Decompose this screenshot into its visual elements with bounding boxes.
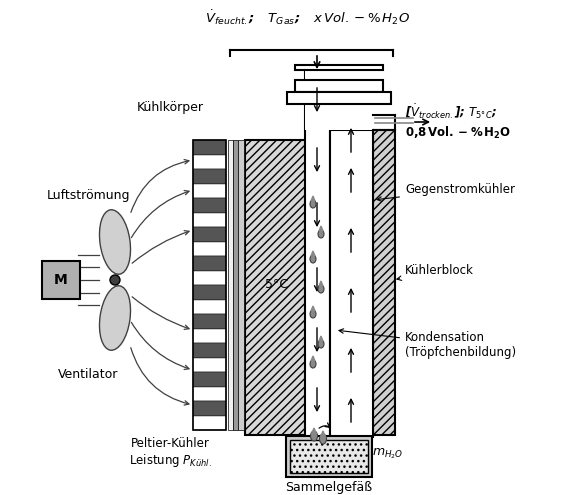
Polygon shape bbox=[319, 281, 323, 286]
Bar bbox=[193, 372, 226, 387]
Bar bbox=[286, 436, 372, 477]
Text: Kühlerblock: Kühlerblock bbox=[397, 263, 474, 280]
Bar bbox=[193, 154, 226, 169]
Text: 5°C: 5°C bbox=[266, 279, 289, 292]
Bar bbox=[193, 256, 226, 270]
Text: [$\dot{V}_{trocken.}$]; $T_{5°C}$;: [$\dot{V}_{trocken.}$]; $T_{5°C}$; bbox=[405, 103, 497, 121]
Bar bbox=[193, 357, 226, 372]
Polygon shape bbox=[311, 196, 315, 201]
Bar bbox=[193, 227, 226, 242]
Bar bbox=[193, 169, 226, 184]
Text: Peltier-Kühler
Leistung $P_{Kühl.}$: Peltier-Kühler Leistung $P_{Kühl.}$ bbox=[129, 437, 211, 469]
Polygon shape bbox=[311, 428, 317, 434]
Bar bbox=[373, 130, 395, 435]
Text: $m_{H_2O}$: $m_{H_2O}$ bbox=[372, 446, 404, 461]
Bar bbox=[193, 299, 226, 314]
Bar bbox=[295, 65, 383, 70]
Bar bbox=[193, 198, 226, 212]
Text: Sammelgefäß: Sammelgefäß bbox=[285, 482, 372, 495]
Bar bbox=[193, 140, 226, 154]
Ellipse shape bbox=[318, 230, 324, 238]
Polygon shape bbox=[311, 251, 315, 256]
Text: Gegenstromkühler: Gegenstromkühler bbox=[377, 184, 515, 201]
Bar bbox=[193, 242, 226, 256]
Bar bbox=[193, 329, 226, 343]
Polygon shape bbox=[321, 431, 325, 437]
Bar bbox=[233, 140, 238, 430]
Ellipse shape bbox=[100, 210, 130, 274]
Ellipse shape bbox=[310, 360, 316, 368]
Bar bbox=[193, 140, 226, 430]
Bar bbox=[193, 415, 226, 430]
Ellipse shape bbox=[310, 200, 316, 208]
Text: $\dot{V}_{feucht.}$;   $T_{Gas}$;   $x\,Vol.-\%\,H_2O$: $\dot{V}_{feucht.}$; $T_{Gas}$; $x\,Vol.… bbox=[205, 8, 409, 27]
Ellipse shape bbox=[310, 255, 316, 263]
Ellipse shape bbox=[318, 340, 324, 348]
Ellipse shape bbox=[310, 431, 317, 441]
Bar bbox=[193, 314, 226, 329]
Text: Ventilator: Ventilator bbox=[58, 368, 118, 382]
Polygon shape bbox=[311, 306, 315, 311]
Bar bbox=[193, 184, 226, 198]
Bar bbox=[290, 440, 368, 473]
Ellipse shape bbox=[318, 285, 324, 293]
Ellipse shape bbox=[310, 310, 316, 318]
Text: M: M bbox=[54, 273, 68, 287]
Bar bbox=[193, 212, 226, 227]
Bar bbox=[193, 285, 226, 299]
Bar bbox=[193, 270, 226, 285]
Text: Kühlkörper: Kühlkörper bbox=[136, 101, 204, 114]
Bar bbox=[287, 92, 391, 104]
Circle shape bbox=[110, 275, 120, 285]
Bar bbox=[228, 140, 233, 430]
Bar bbox=[330, 130, 373, 437]
Bar bbox=[42, 261, 80, 299]
Polygon shape bbox=[319, 336, 323, 341]
Text: $\mathbf{0{,}8\,Vol.-\%\,H_2O}$: $\mathbf{0{,}8\,Vol.-\%\,H_2O}$ bbox=[405, 125, 511, 141]
Polygon shape bbox=[311, 356, 315, 361]
Ellipse shape bbox=[320, 434, 327, 444]
Bar bbox=[305, 70, 330, 437]
Bar bbox=[305, 70, 373, 130]
Ellipse shape bbox=[100, 286, 130, 350]
Bar bbox=[193, 387, 226, 401]
Bar bbox=[193, 401, 226, 415]
Bar bbox=[245, 140, 375, 435]
Text: Kondensation
(Tröpfchenbildung): Kondensation (Tröpfchenbildung) bbox=[339, 329, 516, 359]
Text: Luftströmung: Luftströmung bbox=[46, 189, 130, 201]
Bar bbox=[238, 140, 244, 430]
Polygon shape bbox=[319, 226, 323, 231]
Bar bbox=[193, 343, 226, 357]
Bar bbox=[295, 80, 383, 92]
